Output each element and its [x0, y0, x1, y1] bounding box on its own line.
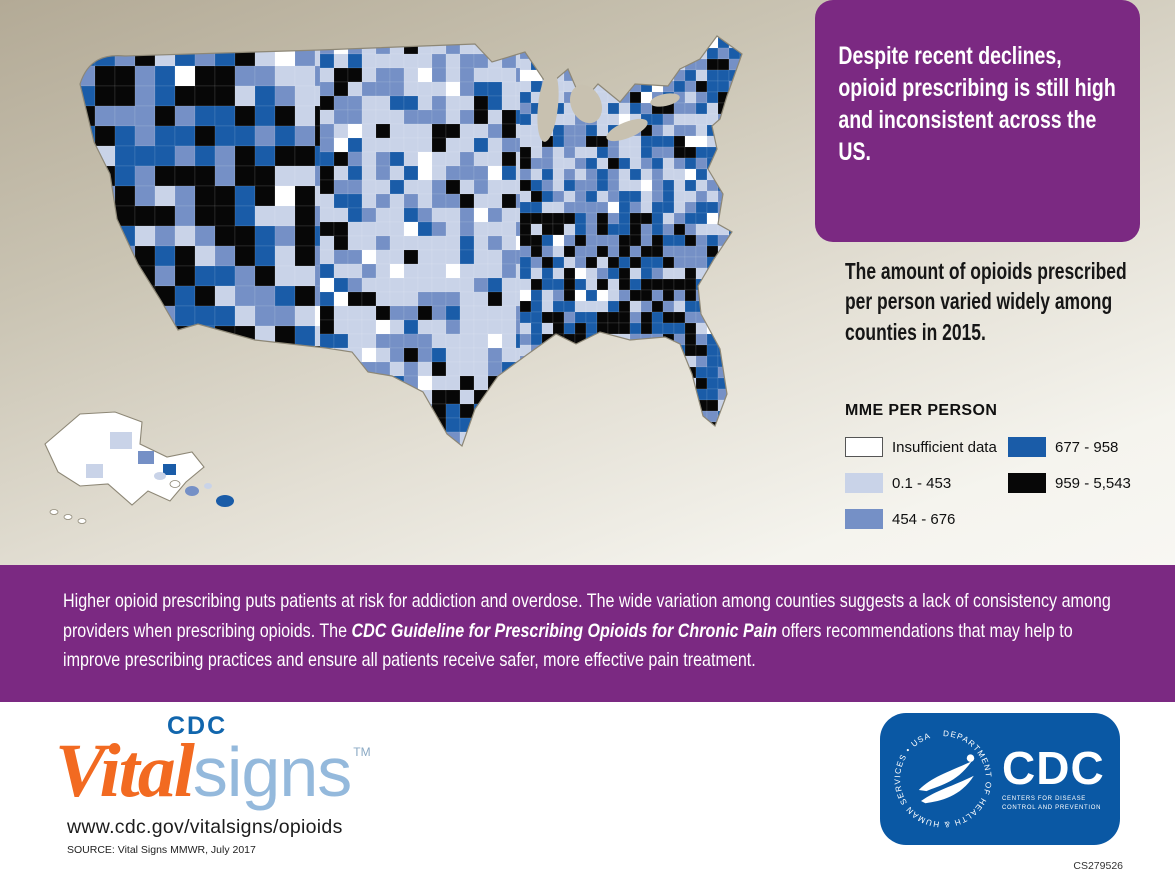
source-citation: SOURCE: Vital Signs MMWR, July 2017: [67, 844, 256, 856]
hawaii-inset: [154, 472, 234, 507]
legend-item-bin1: 0.1 - 453: [845, 473, 951, 493]
vital-word: Vital: [55, 729, 195, 813]
summary-banner: Higher opioid prescribing puts patients …: [0, 565, 1175, 702]
hhs-eagle-icon: [918, 754, 975, 804]
legend-swatch-bin2: [845, 509, 883, 529]
legend-label: 0.1 - 453: [892, 474, 952, 492]
summary-text-before: Higher opioid prescribing puts patients …: [63, 590, 1111, 642]
alaska-inset: [44, 411, 205, 524]
us-choropleth-map: [44, 35, 743, 524]
document-code: CS279526: [1073, 860, 1123, 872]
legend-item-insufficient: Insufficient data: [845, 437, 997, 457]
hhs-seal: DEPARTMENT OF HEALTH & HUMAN SERVICES • …: [893, 729, 992, 829]
legend-item-bin2: 454 - 676: [845, 509, 955, 529]
us-outline: [79, 35, 743, 447]
legend-label: 677 - 958: [1055, 438, 1119, 456]
cdc-small-wordmark: CDC: [167, 712, 228, 740]
vitalsigns-url: www.cdc.gov/vitalsigns/opioids: [67, 816, 343, 838]
great-lakes: [537, 70, 680, 142]
legend-label: 454 - 676: [892, 510, 956, 528]
legend-label: 959 - 5,543: [1055, 474, 1131, 492]
legend-label: Insufficient data: [892, 438, 997, 456]
map-section: Despite recent declines, opioid prescrib…: [0, 0, 1175, 565]
cdc-logo: CDC CENTERS FOR DISEASE CONTROL AND PREV…: [1002, 745, 1112, 813]
legend-swatch-bin3: [1008, 437, 1046, 457]
headline-text: Despite recent declines, opioid prescrib…: [838, 42, 1116, 166]
cdc-acronym: CDC: [1002, 742, 1105, 794]
summary-text: Higher opioid prescribing puts patients …: [63, 587, 1111, 676]
vitalsigns-logo: CDC Vitalsigns TM: [55, 710, 535, 815]
hhs-cdc-badge: DEPARTMENT OF HEALTH & HUMAN SERVICES • …: [880, 713, 1120, 845]
legend-title: MME PER PERSON: [845, 402, 998, 419]
cdc-tagline: CENTERS FOR DISEASE CONTROL AND PREVENTI…: [1002, 796, 1102, 811]
subheadline-text: The amount of opioids prescribed per per…: [845, 258, 1127, 345]
legend-swatch-insufficient: [845, 437, 883, 457]
headline-box: Despite recent declines, opioid prescrib…: [815, 0, 1140, 242]
summary-text-after: offers recommendations that may help to …: [63, 619, 1073, 672]
legend-item-bin4: 959 - 5,543: [1008, 473, 1131, 493]
footer: CDC Vitalsigns TM www.cdc.gov/vitalsigns/…: [0, 702, 1175, 881]
legend-item-bin3: 677 - 958: [1008, 437, 1118, 457]
legend-swatch-bin1: [845, 473, 883, 493]
guideline-title: CDC Guideline for Prescribing Opioids fo…: [351, 619, 778, 642]
signs-word: signs: [192, 733, 352, 811]
legend-swatch-bin4: [1008, 473, 1046, 493]
vitalsigns-wordmark: Vitalsigns TM: [55, 728, 371, 815]
trademark-symbol: TM: [353, 745, 371, 759]
